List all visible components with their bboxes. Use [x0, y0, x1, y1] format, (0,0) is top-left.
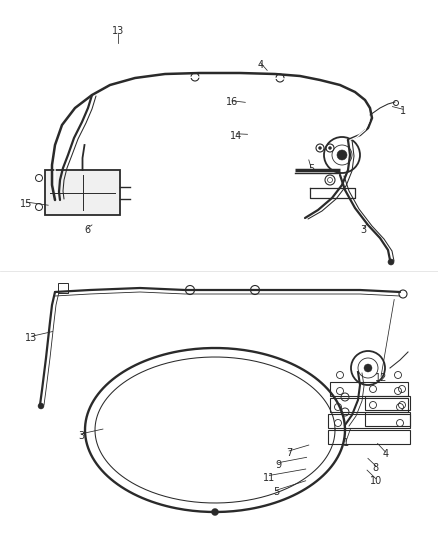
- Text: 1: 1: [343, 439, 349, 448]
- Circle shape: [337, 150, 347, 160]
- Bar: [330, 398, 408, 412]
- Text: 3: 3: [360, 225, 367, 235]
- Text: 11: 11: [263, 473, 276, 482]
- Text: 16: 16: [226, 98, 238, 107]
- Text: 5: 5: [273, 488, 279, 497]
- Bar: [45, 170, 120, 215]
- Text: 4: 4: [258, 60, 264, 70]
- Text: 13: 13: [25, 334, 38, 343]
- Text: 10: 10: [370, 476, 382, 486]
- Bar: [365, 412, 410, 426]
- Text: 7: 7: [286, 448, 292, 458]
- Circle shape: [388, 259, 394, 265]
- Circle shape: [38, 403, 44, 409]
- Text: 9: 9: [276, 460, 282, 470]
- Bar: [328, 430, 410, 444]
- Circle shape: [364, 364, 372, 372]
- Text: 15: 15: [20, 199, 32, 208]
- Circle shape: [318, 147, 321, 149]
- Circle shape: [328, 147, 332, 149]
- Text: 14: 14: [230, 131, 243, 141]
- Bar: [330, 382, 408, 396]
- Text: 1: 1: [400, 106, 406, 116]
- Text: 5: 5: [308, 165, 314, 174]
- Text: 6: 6: [85, 225, 91, 235]
- Bar: [365, 396, 410, 410]
- Text: 8: 8: [373, 463, 379, 473]
- Text: 3: 3: [78, 431, 84, 441]
- Text: 4: 4: [382, 449, 389, 459]
- Circle shape: [212, 508, 219, 515]
- Text: 13: 13: [112, 26, 124, 36]
- Bar: [328, 414, 410, 428]
- Text: 12: 12: [375, 374, 387, 383]
- Bar: [58, 283, 68, 293]
